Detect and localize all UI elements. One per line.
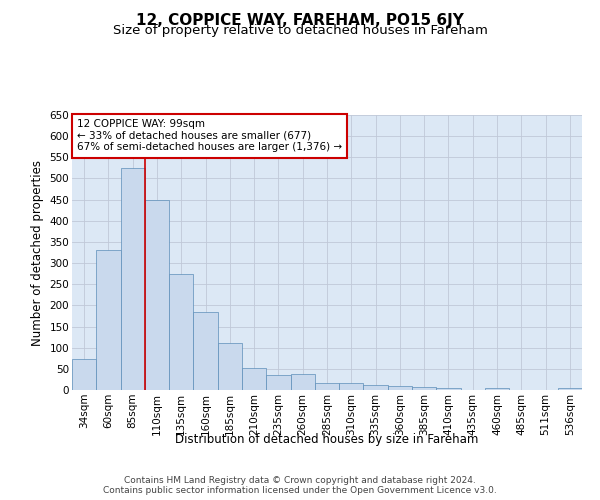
Text: Size of property relative to detached houses in Fareham: Size of property relative to detached ho…	[113, 24, 487, 37]
Bar	[121, 168, 145, 390]
Text: 12, COPPICE WAY, FAREHAM, PO15 6JY: 12, COPPICE WAY, FAREHAM, PO15 6JY	[136, 12, 464, 28]
Bar	[193, 312, 218, 390]
Bar	[218, 342, 242, 390]
Bar	[364, 385, 388, 390]
Bar	[558, 388, 582, 390]
Text: 12 COPPICE WAY: 99sqm
← 33% of detached houses are smaller (677)
67% of semi-det: 12 COPPICE WAY: 99sqm ← 33% of detached …	[77, 119, 342, 152]
Y-axis label: Number of detached properties: Number of detached properties	[31, 160, 44, 346]
Bar	[436, 388, 461, 390]
Bar	[485, 388, 509, 390]
Text: Distribution of detached houses by size in Fareham: Distribution of detached houses by size …	[175, 432, 479, 446]
Text: Contains HM Land Registry data © Crown copyright and database right 2024.
Contai: Contains HM Land Registry data © Crown c…	[103, 476, 497, 495]
Bar	[169, 274, 193, 390]
Bar	[145, 200, 169, 390]
Bar	[412, 387, 436, 390]
Bar	[315, 383, 339, 390]
Bar	[96, 250, 121, 390]
Bar	[290, 374, 315, 390]
Bar	[72, 359, 96, 390]
Bar	[266, 375, 290, 390]
Bar	[388, 386, 412, 390]
Bar	[242, 368, 266, 390]
Bar	[339, 383, 364, 390]
